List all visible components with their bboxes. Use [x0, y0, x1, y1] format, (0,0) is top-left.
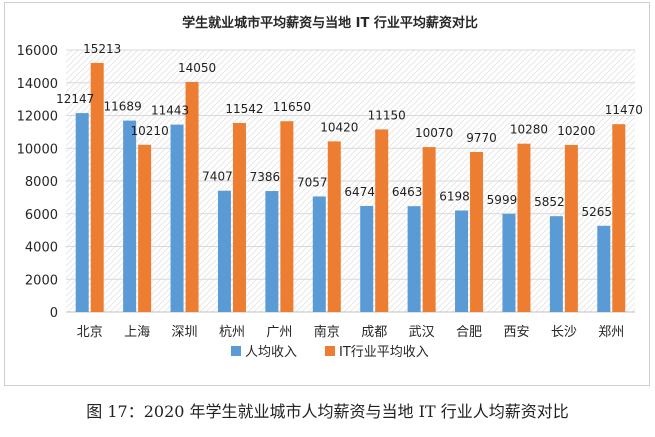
data-label: 14050 [178, 61, 216, 75]
data-label: 6474 [344, 185, 375, 199]
bar-it-income [517, 143, 531, 312]
data-label: 11443 [151, 104, 189, 118]
y-tick-label: 12000 [17, 110, 58, 125]
data-label: 10280 [510, 123, 548, 137]
bar-it-income [612, 124, 626, 313]
bar-avg-income [455, 210, 469, 312]
x-tick-label: 杭州 [219, 325, 245, 340]
x-tick-label: 武汉 [409, 325, 435, 340]
data-label: 7407 [202, 170, 233, 184]
data-label: 12147 [56, 92, 94, 106]
bar-it-income [564, 144, 578, 312]
bar-avg-income [407, 206, 421, 312]
bar-it-income [375, 129, 389, 312]
data-label: 5852 [534, 195, 565, 209]
x-tick-label: 北京 [77, 325, 103, 340]
x-tick-label: 合肥 [456, 325, 482, 340]
legend: 人均收入 IT行业平均收入 [231, 345, 429, 360]
bar-avg-income [217, 190, 231, 312]
bar-avg-income [123, 120, 137, 313]
data-label: 11150 [368, 108, 406, 122]
bar-avg-income [502, 213, 516, 312]
data-label: 11542 [225, 102, 263, 116]
data-label: 10420 [320, 120, 358, 134]
y-tick-label: 2000 [25, 273, 58, 288]
data-label: 10210 [131, 124, 169, 138]
bar-avg-income [265, 191, 279, 312]
data-label: 7057 [297, 175, 328, 189]
bar-it-income [138, 144, 152, 312]
legend-swatch [231, 346, 241, 356]
data-label: 10200 [557, 124, 595, 138]
chart-frame: 学生就业城市平均薪资与当地 IT 行业平均薪资对比 0 2000 4000 6000 8… [4, 2, 650, 386]
chart-title: 学生就业城市平均薪资与当地 IT 行业平均薪资对比 [182, 15, 478, 31]
x-tick-label: 郑州 [598, 325, 624, 340]
y-axis: 0 2000 4000 6000 8000 10000 12000 14000 16000 [17, 44, 58, 321]
data-labels: 12147 15213 11689 10210 11443 14050 7407 11542 7… [56, 42, 643, 219]
y-tick-label: 16000 [17, 44, 58, 59]
x-tick-label: 西安 [503, 325, 529, 340]
bar-it-income [232, 122, 246, 312]
data-label: 11689 [104, 100, 142, 114]
bar-chart: 学生就业城市平均薪资与当地 IT 行业平均薪资对比 0 2000 4000 6000 8… [17, 15, 643, 360]
x-tick-label: 成都 [361, 325, 387, 340]
y-tick-label: 14000 [17, 77, 58, 92]
data-label: 7386 [250, 170, 281, 184]
y-tick-label: 10000 [17, 142, 58, 157]
bar-it-income [185, 81, 199, 313]
x-tick-label: 深圳 [172, 325, 198, 340]
data-label: 5265 [582, 205, 613, 219]
bar-it-income [327, 141, 341, 312]
x-tick-label: 南京 [314, 324, 340, 340]
bar-avg-income [597, 225, 611, 312]
legend-swatch [325, 346, 335, 356]
y-tick-label: 6000 [25, 208, 58, 223]
bar-it-income [90, 62, 104, 313]
bar-avg-income [170, 124, 184, 312]
bar-avg-income [75, 113, 89, 313]
x-axis: 北京 上海 深圳 杭州 广州 南京 成都 武汉 合肥 西安 长沙 郑州 [77, 324, 625, 340]
x-tick-label: 广州 [266, 325, 292, 340]
y-tick-label: 8000 [25, 175, 58, 190]
data-label: 11650 [273, 100, 311, 114]
bars [75, 62, 626, 313]
figure-caption: 图 17：2020 年学生就业城市人均薪资与当地 IT 行业人均薪资对比 [86, 402, 569, 421]
bar-it-income [280, 121, 294, 312]
y-tick-label: 0 [50, 306, 58, 321]
data-label: 10070 [415, 126, 453, 140]
y-tick-label: 4000 [25, 241, 58, 256]
bar-it-income [470, 152, 484, 312]
bar-avg-income [549, 216, 563, 312]
data-label: 5999 [487, 193, 518, 207]
data-label: 9770 [466, 131, 497, 145]
bar-avg-income [312, 196, 326, 312]
x-tick-label: 上海 [124, 325, 150, 340]
legend-label: 人均收入 [245, 345, 297, 360]
gridlines [66, 49, 635, 313]
data-label: 6463 [392, 185, 423, 199]
data-label: 15213 [83, 42, 121, 56]
legend-label: IT行业平均收入 [339, 345, 429, 360]
data-label: 11470 [605, 103, 643, 117]
bar-it-income [422, 147, 436, 312]
data-label: 6198 [439, 190, 470, 204]
x-tick-label: 长沙 [551, 325, 577, 340]
bar-avg-income [360, 205, 374, 312]
